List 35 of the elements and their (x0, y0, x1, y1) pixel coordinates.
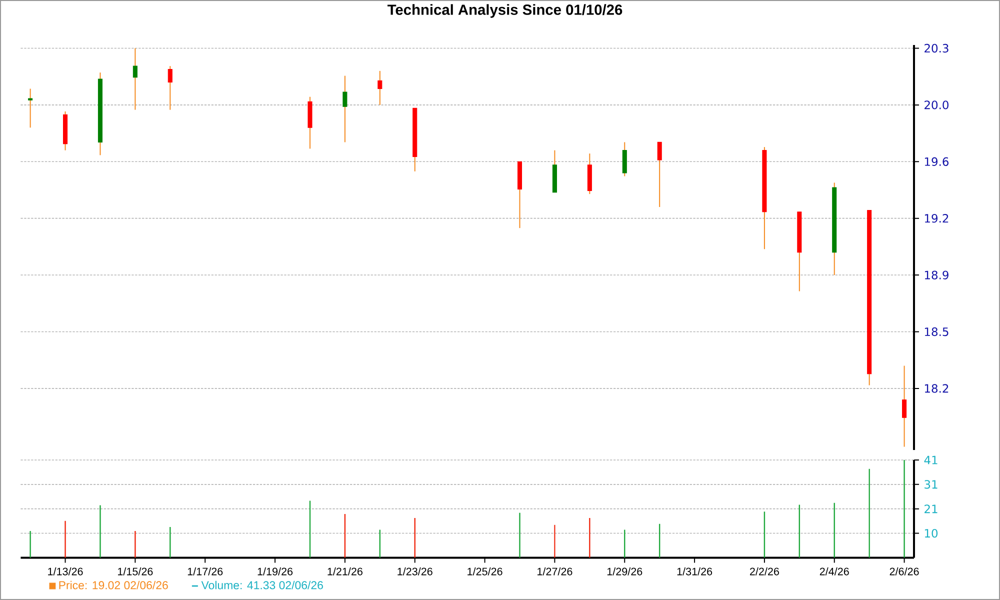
candlestick (622, 142, 627, 177)
candlestick (657, 142, 662, 208)
y-tick-label: 10 (924, 528, 938, 538)
x-tick-label: 1/15/26 (118, 567, 153, 576)
y-tick-label: 41 (924, 456, 938, 464)
y-tick-label: 21 (924, 504, 938, 514)
candlestick (28, 88, 33, 128)
y-tick-label: 19.2 (924, 214, 948, 223)
x-tick-label: 2/2/26 (750, 567, 779, 576)
y-tick-label: 18.2 (924, 384, 948, 393)
x-tick-label: 2/6/26 (890, 567, 919, 576)
x-tick-label: 1/23/26 (398, 567, 432, 576)
text: Volume: 41.33 02/06/26 (201, 580, 323, 590)
candlestick (378, 70, 382, 106)
y-tick-label: 20.3 (924, 44, 948, 53)
candlestick (342, 75, 348, 143)
y-tick-label: 18.9 (924, 270, 948, 280)
x-tick-label: 1/21/26 (328, 567, 362, 576)
y-tick-label: 20.0 (924, 100, 948, 110)
y-tick-label: 18.5 (924, 327, 948, 336)
text: Price: 19.02 02/06/26 (59, 580, 168, 590)
x-tick-label: 1/13/26 (48, 567, 83, 576)
x-tick-label: 1/29/26 (607, 567, 642, 576)
y-tick-label: 31 (924, 480, 938, 489)
x-tick-label: 1/17/26 (188, 567, 223, 576)
candlestick (168, 66, 172, 110)
x-tick-label: 1/31/26 (677, 567, 712, 576)
x-tick-label: 1/19/26 (258, 567, 293, 576)
x-tick-label: 1/27/26 (538, 567, 572, 576)
chart-title: Technical Analysis Since 01/10/26 (387, 4, 622, 18)
x-tick-label: 2/4/26 (820, 567, 849, 576)
candlestick (902, 365, 907, 448)
y-tick-label: 19.6 (924, 157, 949, 166)
candlestick (132, 48, 138, 110)
x-tick-label: 1/25/26 (468, 567, 502, 576)
